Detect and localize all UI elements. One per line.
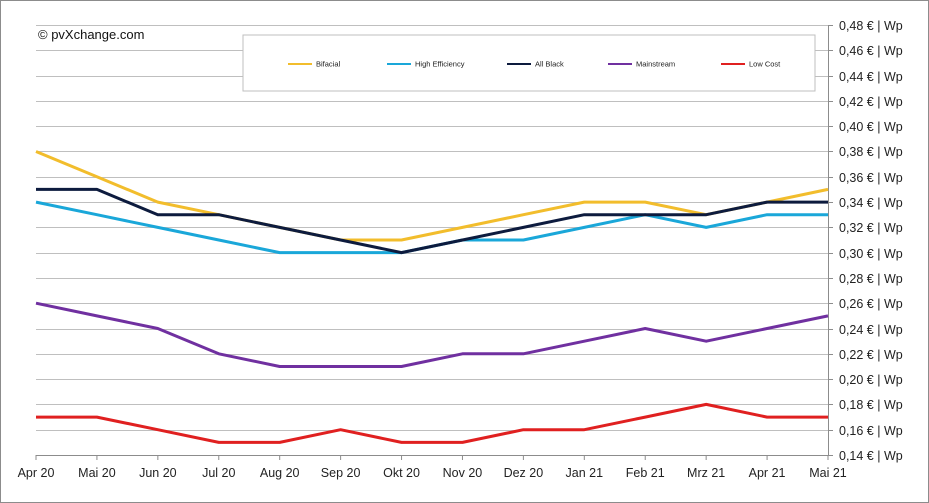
x-tick-label: Sep 20 — [321, 466, 361, 480]
gridlines — [36, 25, 829, 456]
x-tick-label: Nov 20 — [443, 466, 483, 480]
legend-label: All Black — [535, 60, 564, 69]
x-tick-label: Jun 20 — [139, 466, 177, 480]
x-tick-label: Mai 21 — [809, 466, 847, 480]
y-axis-ticks: 0,48 € | Wp 0,46 € | Wp 0,44 € | Wp 0,42 € … — [828, 19, 903, 463]
y-tick-label: 0,28 € | Wp — [839, 272, 903, 286]
y-tick-label: 0,38 € | Wp — [839, 145, 903, 159]
x-tick-label: Mrz 21 — [687, 466, 725, 480]
series-line-all-black — [36, 187, 828, 255]
y-tick-label: 0,46 € | Wp — [839, 44, 903, 58]
y-tick-label: 0,24 € | Wp — [839, 323, 903, 337]
x-tick-label: Mai 20 — [78, 466, 116, 480]
series-line-low-cost — [36, 402, 828, 444]
y-tick-label: 0,42 € | Wp — [839, 95, 903, 109]
y-tick-label: 0,48 € | Wp — [839, 19, 903, 33]
legend: Bifacial High Efficiency All Black Mainstre… — [242, 34, 816, 92]
series-line-bifacial — [35, 150, 829, 242]
legend-label: Low Cost — [749, 60, 781, 69]
x-tick-label: Okt 20 — [383, 466, 420, 480]
copyright-text: © pvXchange.com — [38, 27, 144, 42]
x-tick-label: Jul 20 — [202, 466, 235, 480]
y-tick-label: 0,14 € | Wp — [839, 449, 903, 463]
x-tick-label: Aug 20 — [260, 466, 300, 480]
legend-label: Mainstream — [636, 60, 675, 69]
legend-label: Bifacial — [316, 60, 341, 69]
x-tick-label: Apr 20 — [18, 466, 55, 480]
x-tick-label: Dez 20 — [504, 466, 544, 480]
x-tick-label: Jan 21 — [566, 466, 604, 480]
y-tick-label: 0,44 € | Wp — [839, 70, 903, 84]
y-tick-label: 0,16 € | Wp — [839, 424, 903, 438]
y-tick-label: 0,40 € | Wp — [839, 120, 903, 134]
y-tick-label: 0,22 € | Wp — [839, 348, 903, 362]
y-tick-label: 0,18 € | Wp — [839, 398, 903, 412]
y-tick-label: 0,34 € | Wp — [839, 196, 903, 210]
x-axis-ticks: Apr 20 Mai 20 Jun 20 Jul 20 Aug 20 Sep 20 Okt … — [18, 455, 847, 480]
y-tick-label: 0,26 € | Wp — [839, 297, 903, 311]
y-tick-label: 0,20 € | Wp — [839, 373, 903, 387]
series-lines — [35, 150, 829, 444]
series-line-mainstream — [35, 301, 829, 368]
y-tick-label: 0,30 € | Wp — [839, 247, 903, 261]
x-tick-label: Feb 21 — [626, 466, 665, 480]
x-tick-label: Apr 21 — [749, 466, 786, 480]
legend-label: High Efficiency — [415, 60, 465, 69]
y-tick-label: 0,36 € | Wp — [839, 171, 903, 185]
y-tick-label: 0,32 € | Wp — [839, 221, 903, 235]
